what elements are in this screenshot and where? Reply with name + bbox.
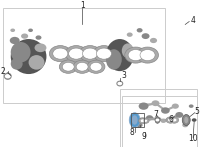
Bar <box>140 118 143 122</box>
Circle shape <box>137 47 158 63</box>
Circle shape <box>142 118 149 123</box>
Circle shape <box>90 62 102 71</box>
Circle shape <box>166 117 175 123</box>
Circle shape <box>5 74 11 78</box>
Ellipse shape <box>129 113 140 127</box>
Circle shape <box>76 62 88 71</box>
Circle shape <box>168 118 173 122</box>
Ellipse shape <box>11 42 31 62</box>
Circle shape <box>69 48 84 59</box>
Circle shape <box>139 118 147 124</box>
Text: 8: 8 <box>129 128 134 137</box>
Ellipse shape <box>106 39 134 71</box>
Ellipse shape <box>184 117 188 123</box>
Circle shape <box>139 102 149 110</box>
Circle shape <box>140 119 145 122</box>
Text: 2: 2 <box>0 67 5 76</box>
Circle shape <box>125 47 147 63</box>
Circle shape <box>128 50 143 61</box>
Circle shape <box>170 117 179 123</box>
Bar <box>122 96 197 147</box>
Bar <box>139 118 161 120</box>
Circle shape <box>144 119 148 122</box>
Circle shape <box>96 48 111 59</box>
Circle shape <box>175 112 183 118</box>
Circle shape <box>49 46 71 62</box>
Circle shape <box>87 60 105 73</box>
Circle shape <box>79 46 101 62</box>
Circle shape <box>73 60 91 73</box>
Circle shape <box>150 38 157 43</box>
Circle shape <box>93 46 115 62</box>
Ellipse shape <box>116 81 123 86</box>
Circle shape <box>189 104 194 108</box>
Circle shape <box>182 123 188 127</box>
Circle shape <box>172 103 179 109</box>
Circle shape <box>10 29 15 32</box>
Ellipse shape <box>182 115 190 126</box>
Circle shape <box>65 46 87 62</box>
Text: 6: 6 <box>169 115 174 124</box>
Circle shape <box>117 82 122 85</box>
Ellipse shape <box>122 43 134 58</box>
Circle shape <box>127 32 133 37</box>
Circle shape <box>137 123 143 127</box>
Text: 10: 10 <box>188 134 198 143</box>
Text: 9: 9 <box>141 132 146 141</box>
Circle shape <box>137 28 143 32</box>
Bar <box>131 113 144 127</box>
Ellipse shape <box>4 73 12 80</box>
Ellipse shape <box>106 49 122 70</box>
Circle shape <box>155 118 159 121</box>
Ellipse shape <box>35 43 46 52</box>
Circle shape <box>172 118 177 122</box>
Circle shape <box>140 50 155 61</box>
Ellipse shape <box>29 55 44 70</box>
Bar <box>3 8 165 103</box>
Text: 7: 7 <box>153 110 158 119</box>
Circle shape <box>62 62 74 71</box>
Circle shape <box>21 34 28 39</box>
Ellipse shape <box>155 117 160 123</box>
Circle shape <box>142 33 150 39</box>
Circle shape <box>160 118 166 123</box>
Circle shape <box>36 35 41 40</box>
Circle shape <box>146 115 153 120</box>
Ellipse shape <box>11 39 46 74</box>
Circle shape <box>53 48 68 59</box>
Ellipse shape <box>132 115 138 125</box>
Text: 1: 1 <box>80 1 84 10</box>
Circle shape <box>28 29 33 32</box>
Circle shape <box>161 107 170 114</box>
Ellipse shape <box>11 58 23 70</box>
Circle shape <box>192 118 197 122</box>
Circle shape <box>59 60 77 73</box>
Text: 3: 3 <box>121 71 126 80</box>
Circle shape <box>83 48 98 59</box>
Circle shape <box>152 100 159 106</box>
Text: 4: 4 <box>191 16 196 25</box>
Text: 5: 5 <box>195 107 200 116</box>
Circle shape <box>10 37 20 44</box>
Bar <box>120 89 197 147</box>
